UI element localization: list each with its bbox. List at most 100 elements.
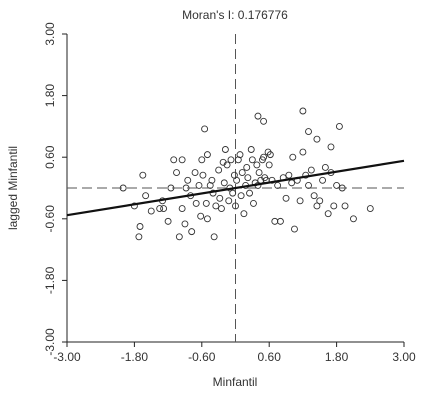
- data-point: [246, 189, 253, 197]
- data-point: [276, 217, 284, 225]
- data-point: [299, 148, 307, 156]
- data-point: [319, 176, 327, 184]
- data-point: [305, 181, 312, 189]
- data-point: [195, 181, 203, 189]
- data-point: [313, 135, 321, 143]
- data-point: [203, 215, 211, 223]
- data-point: [250, 199, 257, 207]
- data-point: [142, 192, 150, 200]
- y-tick-label: 3.00: [43, 22, 57, 46]
- data-point: [202, 199, 210, 207]
- data-point: [199, 171, 207, 179]
- x-axis-label: Minfantil: [213, 375, 258, 389]
- data-point: [244, 174, 252, 182]
- data-point: [238, 169, 246, 177]
- x-tick-label: 0.60: [258, 350, 282, 364]
- data-point: [197, 212, 205, 220]
- data-point: [335, 122, 343, 130]
- x-axis: -3.00 -1.80 -0.60 0.60 1.80 3.00: [53, 342, 416, 364]
- data-point: [330, 202, 338, 210]
- data-point: [221, 146, 229, 153]
- y-tick-label: -3.00: [43, 328, 57, 356]
- data-point: [181, 220, 189, 228]
- data-point: [178, 156, 186, 164]
- data-point: [212, 202, 220, 210]
- data-point: [164, 217, 172, 225]
- data-point: [139, 171, 147, 179]
- data-point: [296, 197, 304, 205]
- data-point: [188, 228, 196, 236]
- data-point: [201, 125, 209, 133]
- x-tick-label: -1.80: [121, 350, 149, 364]
- data-point: [147, 207, 155, 215]
- regression-line: [66, 159, 405, 217]
- data-point: [208, 176, 216, 184]
- data-point: [218, 205, 225, 212]
- data-point: [160, 205, 168, 212]
- data-point: [310, 192, 318, 200]
- data-point: [178, 205, 186, 212]
- data-point: [173, 169, 180, 177]
- data-point: [237, 192, 245, 200]
- data-point: [268, 176, 276, 184]
- data-point: [266, 151, 274, 159]
- data-point: [220, 179, 228, 187]
- data-point: [225, 197, 233, 205]
- data-point: [156, 205, 164, 212]
- data-point: [248, 156, 256, 164]
- data-point: [289, 153, 297, 161]
- y-tick-label: -1.80: [43, 266, 57, 294]
- data-point: [227, 156, 235, 164]
- data-point: [285, 171, 293, 179]
- data-point: [313, 202, 321, 210]
- data-point: [243, 164, 251, 171]
- data-point: [223, 161, 231, 169]
- data-point: [229, 189, 237, 197]
- data-point: [271, 217, 279, 225]
- data-point: [210, 233, 218, 241]
- y-axis: -3.00 -1.80 -0.60 0.60 1.80 3.00: [43, 22, 67, 356]
- data-point: [198, 156, 206, 164]
- y-axis-label: lagged Minfantil: [6, 146, 20, 230]
- data-point: [182, 184, 190, 192]
- data-points: [119, 107, 374, 241]
- data-point: [233, 176, 241, 184]
- data-point: [216, 194, 224, 202]
- data-point: [366, 205, 374, 212]
- data-point: [236, 151, 244, 159]
- data-point: [215, 166, 223, 174]
- data-point: [307, 166, 315, 174]
- data-point: [136, 223, 144, 230]
- data-point: [288, 179, 296, 187]
- data-point: [327, 143, 335, 151]
- data-point: [203, 151, 211, 159]
- data-point: [299, 107, 307, 115]
- data-point: [253, 161, 261, 169]
- data-point: [321, 164, 329, 171]
- x-tick-label: 3.00: [392, 350, 416, 364]
- data-point: [135, 233, 143, 241]
- x-tick-label: -3.00: [53, 350, 81, 364]
- data-point: [265, 161, 273, 169]
- y-tick-label: -0.60: [43, 205, 57, 233]
- data-point: [254, 112, 262, 120]
- data-point: [350, 215, 357, 223]
- data-point: [324, 210, 332, 218]
- data-point: [184, 176, 192, 184]
- data-point: [240, 210, 248, 218]
- data-point: [255, 169, 263, 177]
- chart-title: Moran's I: 0.176776: [182, 8, 288, 22]
- x-tick-label: 1.80: [325, 350, 349, 364]
- data-point: [260, 117, 268, 125]
- data-point: [260, 153, 268, 161]
- y-tick-label: 1.80: [43, 84, 57, 108]
- data-point: [282, 194, 290, 202]
- data-point: [333, 181, 341, 189]
- data-point: [175, 233, 183, 241]
- data-point: [274, 181, 282, 189]
- data-point: [247, 146, 255, 153]
- data-point: [232, 202, 239, 210]
- data-point: [338, 184, 346, 192]
- regression-line-group: [66, 159, 405, 217]
